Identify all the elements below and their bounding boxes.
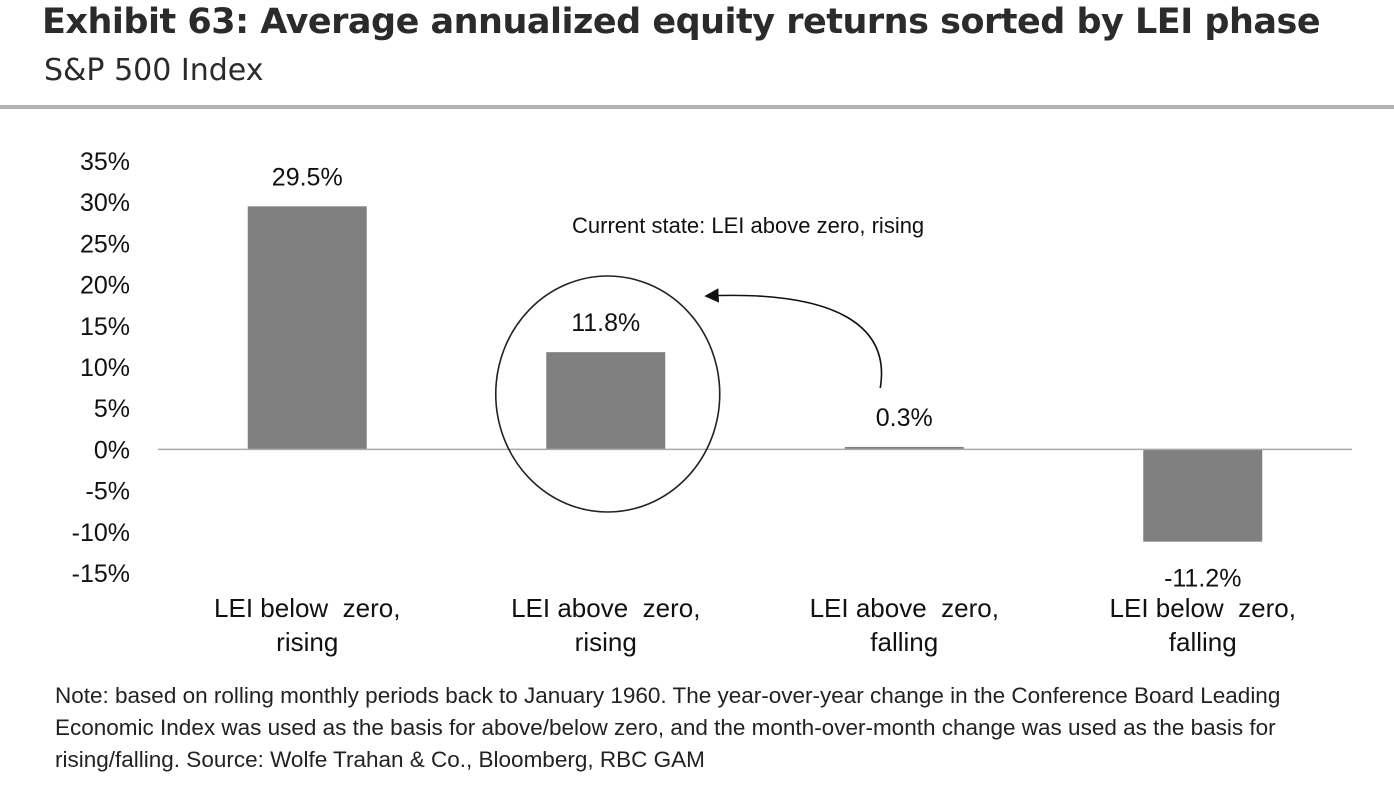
category-label: LEI below zero, falling [1110,593,1296,657]
y-tick-label: -5% [86,478,130,506]
data-label: 29.5% [272,163,343,191]
x-axis-category-labels: LEI below zero, rising LEI above zero, risi… [214,593,1296,657]
header-divider [0,105,1394,109]
bar [247,206,367,450]
data-label: -11.2% [1164,565,1241,593]
annotation-arrow [704,288,883,389]
y-tick-label: 30% [80,189,130,217]
y-tick-label: 20% [80,272,130,300]
data-label: 0.3% [876,404,933,432]
y-tick-label: 5% [94,395,130,423]
chart-title: Exhibit 63: Average annualized equity re… [42,2,1321,42]
y-tick-label: -10% [72,519,130,547]
bar-chart: 35% 30% 25% 20% 15% 10% 5% 0% -5% -10% -15% 29.5% 1… [72,148,1352,657]
annotation-text: Current state: LEI above zero, rising [572,213,924,238]
chart-subtitle: S&P 500 Index [44,53,264,88]
category-label: LEI below zero, rising [214,593,400,657]
y-axis-tick-labels: 35% 30% 25% 20% 15% 10% 5% 0% -5% -10% -15% [72,148,130,588]
y-tick-label: 15% [80,313,130,341]
category-label: LEI above zero, rising [511,593,700,657]
footnote: Note: based on rolling monthly periods b… [55,683,1281,772]
data-label: 11.8% [571,309,640,337]
highlight-circle [494,275,721,513]
category-label: LEI above zero, falling [810,593,999,657]
bar [546,352,666,450]
data-labels: 29.5% 11.8% 0.3% -11.2% [272,163,1242,592]
bar-series [247,206,1263,542]
y-tick-label: 25% [80,230,130,258]
y-tick-label: 35% [80,148,130,176]
y-tick-label: -15% [72,560,130,588]
y-tick-label: 10% [80,354,130,382]
y-tick-label: 0% [94,436,130,464]
bar [1143,449,1263,542]
bar [844,446,964,450]
